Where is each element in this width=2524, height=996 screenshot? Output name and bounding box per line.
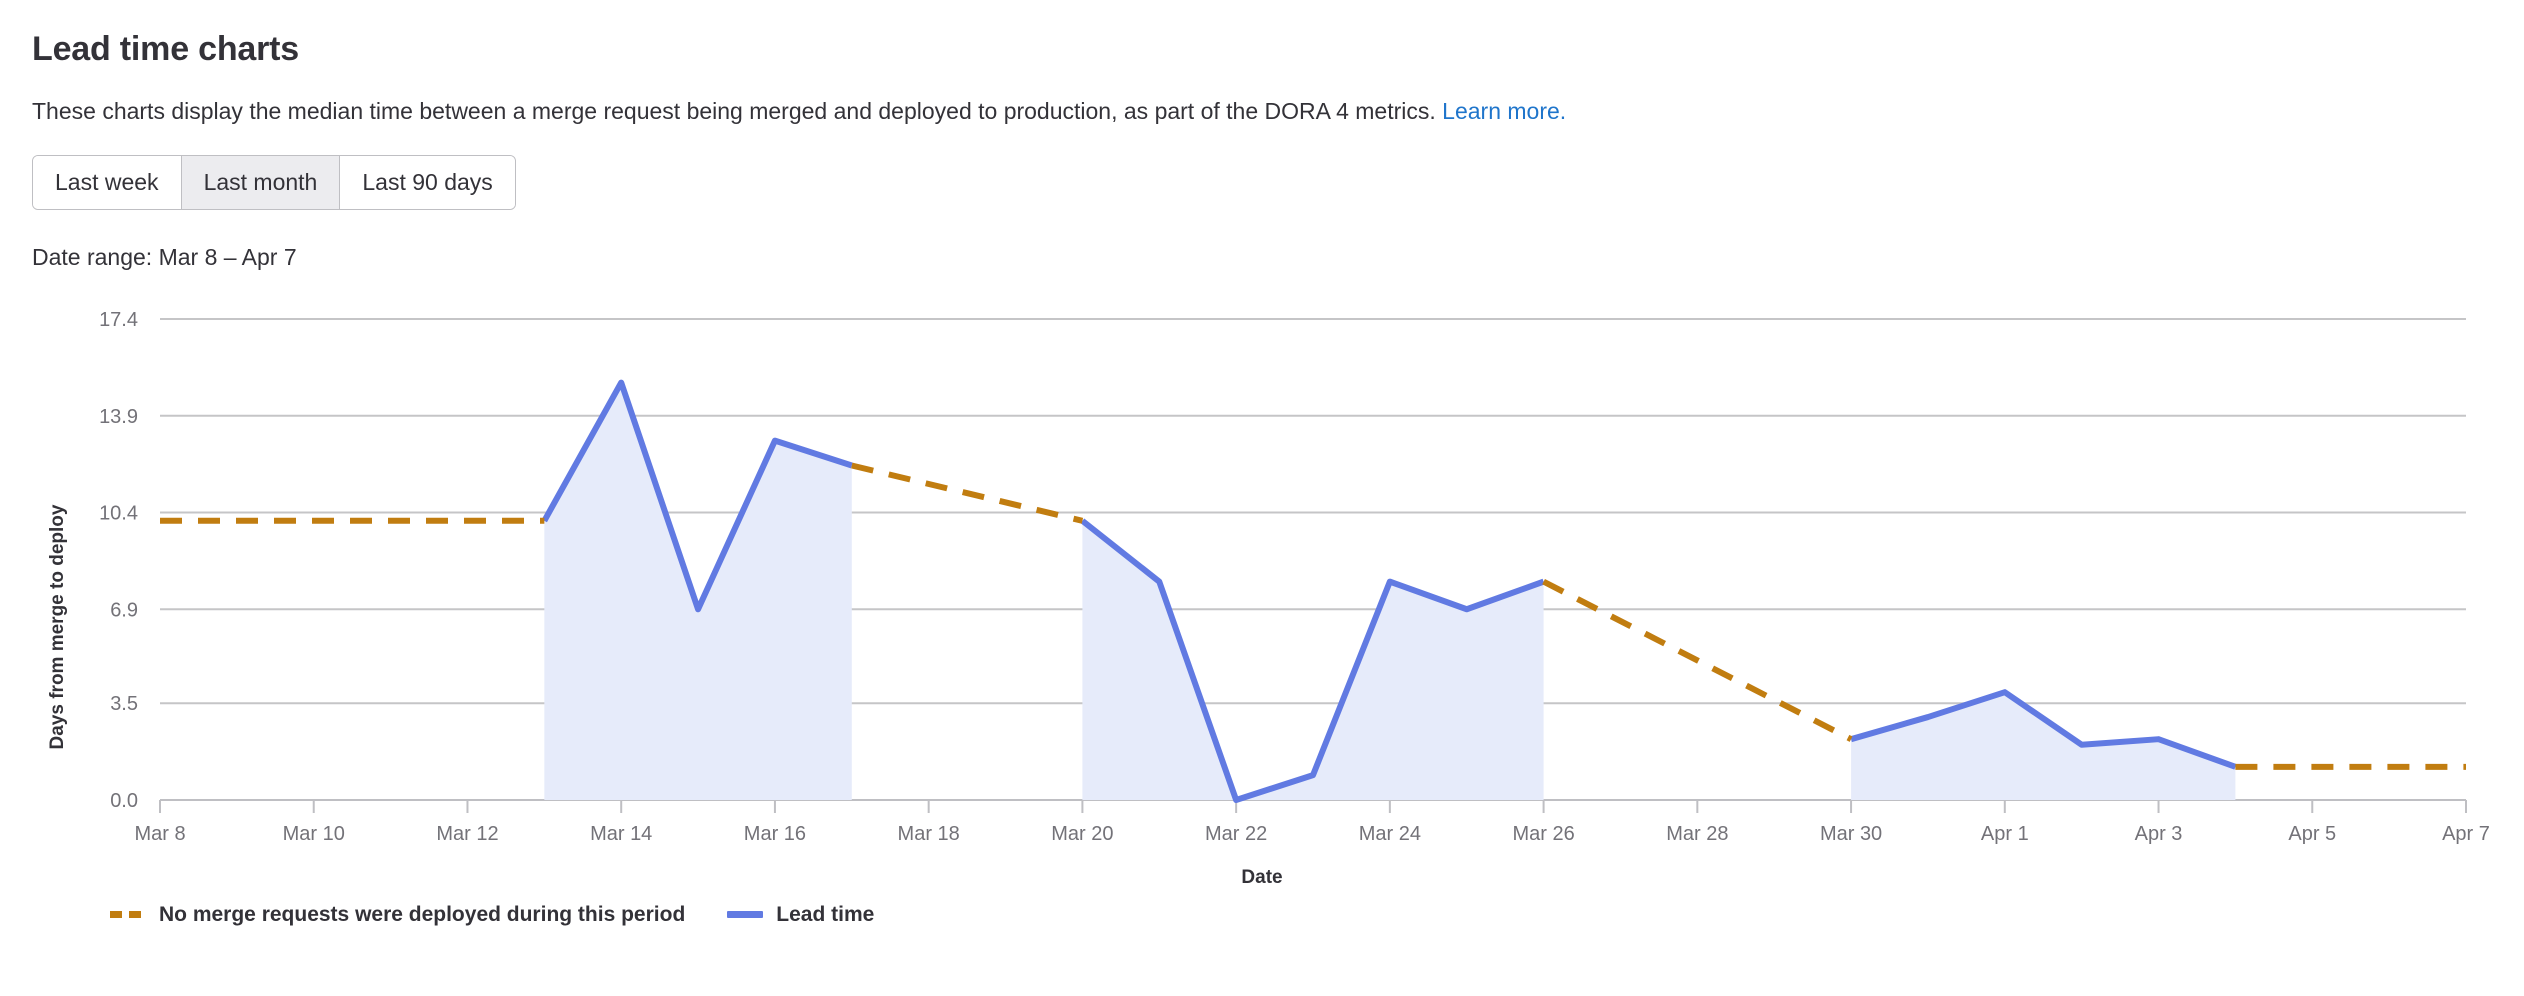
lead-time-line bbox=[1080, 518, 1545, 803]
y-axis-tick-label: 13.9 bbox=[99, 406, 138, 428]
lead-time-line bbox=[541, 379, 853, 613]
lead-time-line bbox=[1850, 689, 2237, 770]
date-range-segmented-control[interactable]: Last week Last month Last 90 days bbox=[32, 155, 516, 210]
legend-item-no-merge-requests[interactable]: No merge requests were deployed during t… bbox=[110, 903, 685, 927]
chart-plot-area: 0.0 3.5 6.9 10.4 13.9 17.4 Mar 8 Mar 10 Mar 12 Ma… bbox=[99, 309, 2490, 845]
lead-time-area bbox=[1851, 692, 2236, 800]
page-title: Lead time charts bbox=[32, 30, 300, 68]
y-axis-title: Days from merge to deploy bbox=[47, 504, 68, 750]
lead-time-chart: Days from merge to deploy Date 0.0 3.5 6.9… bbox=[32, 297, 2492, 927]
range-option-last-90-days[interactable]: Last 90 days bbox=[340, 156, 515, 209]
y-axis-tick-label: 3.5 bbox=[110, 693, 138, 715]
range-option-last-week[interactable]: Last week bbox=[33, 156, 182, 209]
chart-legend: No merge requests were deployed during t… bbox=[110, 903, 874, 927]
x-axis-tick-label: Mar 14 bbox=[590, 823, 652, 845]
legend-label-lead-time: Lead time bbox=[776, 902, 875, 926]
x-axis-tick-label: Apr 3 bbox=[2135, 823, 2183, 845]
x-axis-title: Date bbox=[1241, 866, 1283, 888]
x-axis-tick-label: Apr 1 bbox=[1981, 823, 2029, 845]
no-deploy-dashed-line bbox=[1542, 578, 1853, 742]
x-axis-tick-label: Mar 24 bbox=[1359, 823, 1421, 845]
x-axis-tick-label: Mar 8 bbox=[134, 823, 185, 845]
x-axis-tick-label: Mar 22 bbox=[1205, 823, 1267, 845]
x-axis-tick-label: Mar 16 bbox=[744, 823, 806, 845]
lead-time-area bbox=[1082, 520, 1544, 800]
y-axis-tick-label: 0.0 bbox=[110, 790, 138, 812]
dashed-line-icon bbox=[110, 911, 146, 919]
solid-line-icon bbox=[727, 911, 764, 919]
legend-label-no-merge-requests: No merge requests were deployed during t… bbox=[159, 902, 686, 926]
no-deploy-dashed-line bbox=[851, 462, 1084, 524]
x-axis-tick-label: Mar 10 bbox=[283, 823, 345, 845]
lead-time-area bbox=[544, 382, 852, 800]
x-axis-tick-label: Apr 7 bbox=[2442, 823, 2490, 845]
x-axis-tick-label: Mar 12 bbox=[436, 823, 498, 845]
legend-item-lead-time[interactable]: Lead time bbox=[727, 903, 874, 927]
x-axis-tick-label: Mar 28 bbox=[1666, 823, 1728, 845]
x-axis-tick-label: Apr 5 bbox=[2288, 823, 2336, 845]
y-axis-tick-label: 10.4 bbox=[99, 502, 138, 524]
range-option-last-month[interactable]: Last month bbox=[181, 156, 341, 209]
learn-more-link[interactable]: Learn more. bbox=[1442, 98, 1567, 124]
x-axis-tick-label: Mar 30 bbox=[1820, 823, 1882, 845]
x-axis-tick-label: Mar 18 bbox=[898, 823, 960, 845]
y-axis-tick-label: 6.9 bbox=[110, 599, 138, 621]
date-range-label: Date range: Mar 8 – Apr 7 bbox=[32, 243, 297, 270]
x-axis-tick-label: Mar 26 bbox=[1512, 823, 1574, 845]
page-description: These charts display the median time bet… bbox=[32, 69, 2492, 127]
description-text: These charts display the median time bet… bbox=[32, 98, 1436, 124]
x-axis-tick-label: Mar 20 bbox=[1051, 823, 1113, 845]
y-axis-tick-label: 17.4 bbox=[99, 309, 138, 331]
